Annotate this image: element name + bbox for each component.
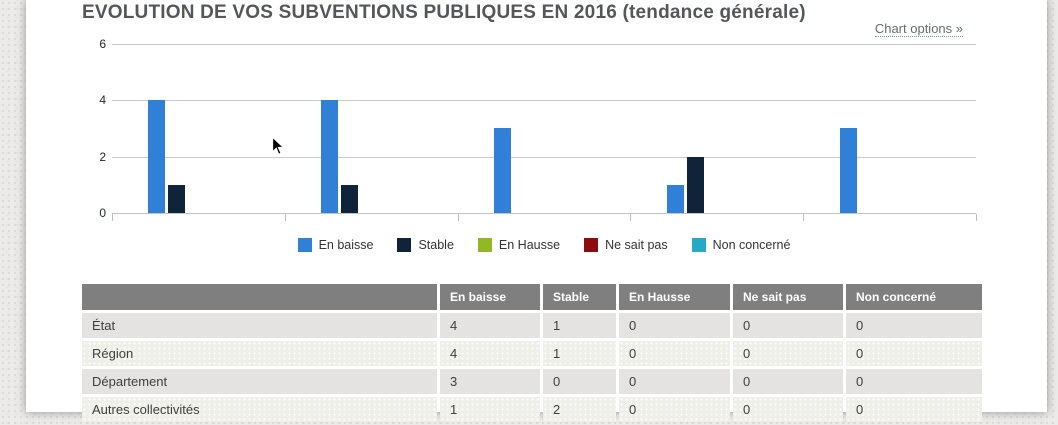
bar-stable-group1[interactable] [168,185,185,213]
legend-label: Stable [418,238,454,252]
x-axis-tick [112,214,113,221]
x-axis-tick [803,214,804,221]
table-row: État 4 1 0 0 0 [82,313,982,338]
gridline-y-6 [112,44,976,45]
content-panel: EVOLUTION DE VOS SUBVENTIONS PUBLIQUES E… [26,0,1047,422]
table-column-header: En Hausse [619,284,730,310]
table-cell: 0 [846,397,982,422]
table-cell: 0 [619,369,730,394]
table-cell: 4 [440,341,540,366]
legend-swatch-icon [584,238,599,252]
chart-options-link[interactable]: Chart options » [874,21,963,37]
row-label: Autres collectivités [82,397,437,422]
data-table: En baisse Stable En Hausse Ne sait pas Non c… [79,281,985,425]
table-column-header [82,284,437,310]
plot-area [112,44,977,221]
bar-en-baisse-group4[interactable] [667,185,684,213]
legend-item-en-baisse[interactable]: En baisse [297,238,374,252]
bar-stable-group2[interactable] [341,185,358,213]
table-column-header: Stable [543,284,616,310]
legend-swatch-icon [477,238,492,252]
x-axis-tick [285,214,286,221]
table-cell: 0 [733,397,843,422]
legend-label: Non concerné [712,238,791,252]
table-cell: 1 [543,341,616,366]
y-axis-label-4: 4 [99,93,106,108]
x-axis-tick [458,214,459,221]
table-cell: 0 [846,369,982,394]
row-label: Département [82,369,437,394]
table-row: Autres collectivités 1 2 0 0 0 [82,397,982,422]
table-cell: 0 [733,341,843,366]
gridline-y-4 [112,100,976,102]
legend-item-non-concerné[interactable]: Non concerné [691,238,791,252]
table-cell: 1 [543,313,616,338]
y-axis-label-6: 6 [99,37,106,51]
table-cell: 0 [846,341,982,366]
table-cell: 0 [619,341,730,366]
table-cell: 0 [846,313,982,338]
table-cell: 0 [619,397,730,422]
table-cell: 2 [543,397,616,422]
bar-en-baisse-group5[interactable] [840,128,857,213]
bar-en-baisse-group3[interactable] [494,128,511,213]
row-label: Région [82,341,437,366]
table-column-header: En baisse [440,284,540,310]
bar-stable-group4[interactable] [687,157,704,213]
x-axis-tick [976,214,977,221]
y-axis-label-0: 0 [99,206,106,220]
gridline-y-2 [112,156,976,158]
legend-label: En Hausse [498,238,561,252]
table-cell: 1 [440,397,540,422]
legend-label: Ne sait pas [605,238,668,252]
legend-swatch-icon [397,238,412,252]
y-axis-label-2: 2 [99,149,106,164]
chart-legend: En baisse Stable En Hausse Ne sait pas Non c… [112,238,976,252]
legend-swatch-icon [297,238,312,252]
bar-en-baisse-group2[interactable] [321,100,338,213]
table-header-row: En baisse Stable En Hausse Ne sait pas Non c… [82,284,982,310]
table-row: Département 3 0 0 0 0 [82,369,982,394]
row-label: État [82,313,437,338]
legend-label: En baisse [318,238,374,252]
legend-item-ne-sait-pas[interactable]: Ne sait pas [584,238,668,252]
table-column-header: Ne sait pas [733,284,843,310]
table-row: Région 4 1 0 0 0 [82,341,982,366]
bar-en-baisse-group1[interactable] [148,100,165,213]
legend-item-en-hausse[interactable]: En Hausse [477,238,561,252]
table-cell: 0 [619,313,730,338]
table-column-header: Non concerné [846,284,982,310]
legend-item-stable[interactable]: Stable [397,238,454,252]
page-title: EVOLUTION DE VOS SUBVENTIONS PUBLIQUES E… [82,2,806,23]
mouse-cursor [271,136,286,156]
x-axis-tick [630,214,631,221]
table-cell: 0 [733,313,843,338]
table-cell: 4 [440,313,540,338]
table-cell: 0 [543,369,616,394]
legend-swatch-icon [691,238,706,252]
table-cell: 3 [440,369,540,394]
table-cell: 0 [733,369,843,394]
